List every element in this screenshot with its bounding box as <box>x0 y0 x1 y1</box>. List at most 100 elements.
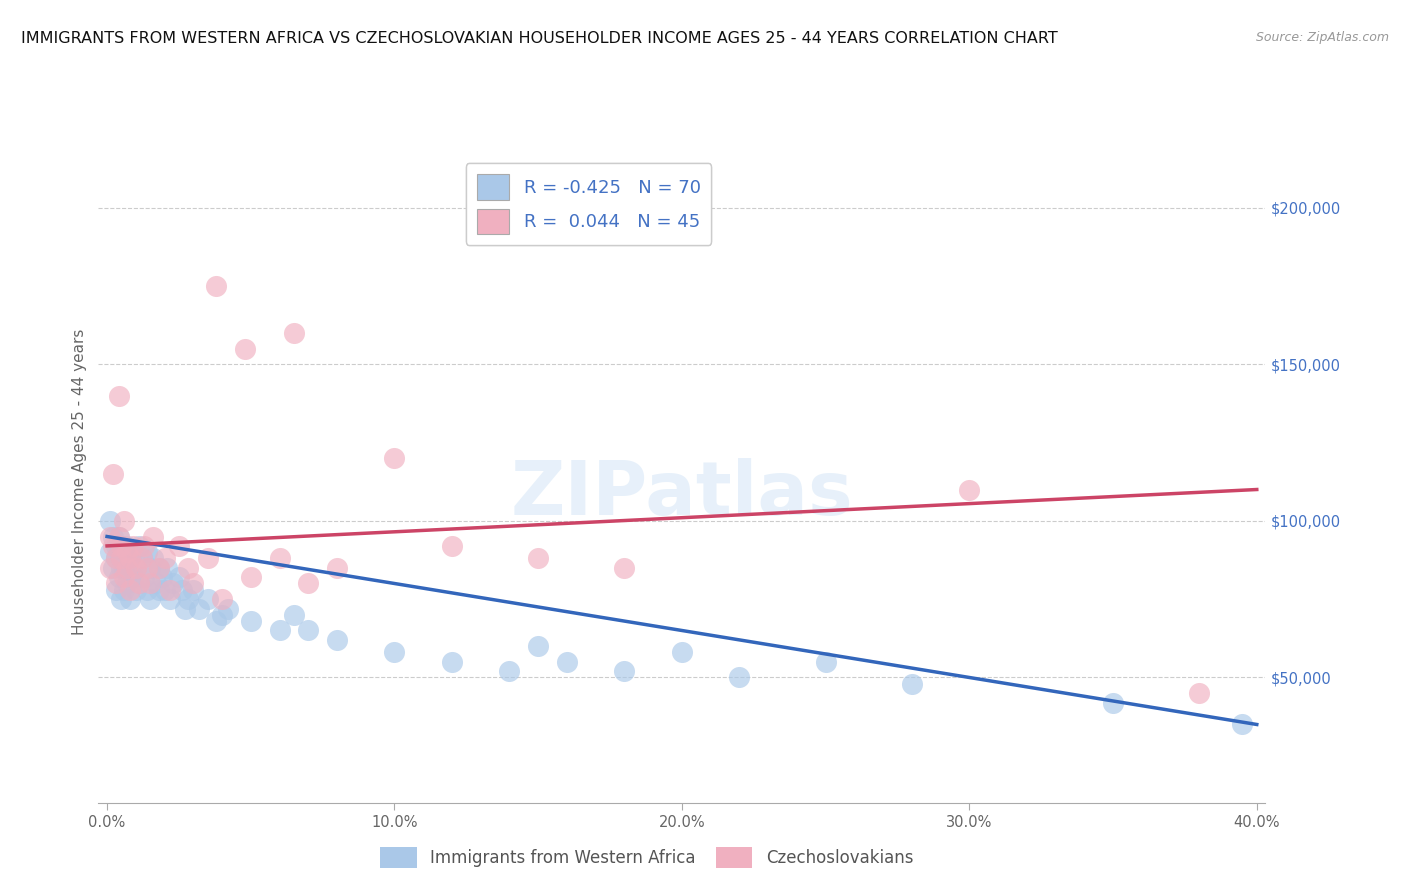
Point <box>901 677 924 691</box>
Point <box>527 639 550 653</box>
Point <box>118 570 141 584</box>
Point <box>98 514 121 528</box>
Point <box>118 551 141 566</box>
Point <box>205 614 228 628</box>
Point <box>122 545 145 559</box>
Point <box>297 624 319 638</box>
Point <box>101 529 124 543</box>
Point <box>112 582 135 597</box>
Point <box>1102 696 1125 710</box>
Point <box>134 570 156 584</box>
Point <box>814 655 837 669</box>
Point <box>112 561 135 575</box>
Point <box>239 614 262 628</box>
Point <box>173 601 195 615</box>
Point <box>211 592 233 607</box>
Point <box>181 576 204 591</box>
Point <box>128 576 150 591</box>
Point <box>139 592 162 607</box>
Point <box>110 592 132 607</box>
Point <box>115 551 138 566</box>
Point <box>148 561 170 575</box>
Legend: R = -0.425   N = 70, R =  0.044   N = 45: R = -0.425 N = 70, R = 0.044 N = 45 <box>465 163 711 245</box>
Point <box>115 539 138 553</box>
Point <box>107 388 129 402</box>
Point <box>101 561 124 575</box>
Point <box>125 582 148 597</box>
Point <box>440 539 463 553</box>
Point <box>297 576 319 591</box>
Point <box>122 539 145 553</box>
Point <box>107 529 129 543</box>
Point <box>211 607 233 622</box>
Point <box>98 545 121 559</box>
Point <box>136 582 159 597</box>
Point <box>115 576 138 591</box>
Point <box>384 451 406 466</box>
Point <box>107 529 129 543</box>
Point <box>101 467 124 481</box>
Point <box>148 582 170 597</box>
Point <box>118 551 141 566</box>
Point <box>162 576 184 591</box>
Point <box>118 582 141 597</box>
Point <box>239 570 262 584</box>
Point <box>104 551 127 566</box>
Point <box>613 561 636 575</box>
Point <box>128 576 150 591</box>
Text: IMMIGRANTS FROM WESTERN AFRICA VS CZECHOSLOVAKIAN HOUSEHOLDER INCOME AGES 25 - 4: IMMIGRANTS FROM WESTERN AFRICA VS CZECHO… <box>21 31 1057 46</box>
Point <box>98 529 121 543</box>
Point <box>440 655 463 669</box>
Point <box>159 582 181 597</box>
Point <box>1232 717 1254 731</box>
Point <box>153 551 176 566</box>
Point <box>156 561 179 575</box>
Point <box>139 561 162 575</box>
Point <box>131 551 153 566</box>
Point <box>128 539 150 553</box>
Point <box>150 570 173 584</box>
Point <box>125 561 148 575</box>
Point <box>104 539 127 553</box>
Point <box>110 539 132 553</box>
Point <box>110 561 132 575</box>
Point <box>107 545 129 559</box>
Point <box>498 664 520 678</box>
Point <box>384 645 406 659</box>
Point <box>134 539 156 553</box>
Point <box>728 671 751 685</box>
Legend: Immigrants from Western Africa, Czechoslovakians: Immigrants from Western Africa, Czechosl… <box>374 840 920 875</box>
Point <box>136 545 159 559</box>
Point <box>139 576 162 591</box>
Point <box>205 278 228 293</box>
Point <box>153 582 176 597</box>
Point <box>269 624 291 638</box>
Point <box>104 582 127 597</box>
Point <box>98 561 121 575</box>
Text: Source: ZipAtlas.com: Source: ZipAtlas.com <box>1256 31 1389 45</box>
Y-axis label: Householder Income Ages 25 - 44 years: Householder Income Ages 25 - 44 years <box>72 328 87 635</box>
Point <box>197 592 219 607</box>
Point <box>326 632 349 647</box>
Point <box>217 601 239 615</box>
Point <box>326 561 349 575</box>
Point <box>142 529 165 543</box>
Point <box>115 561 138 575</box>
Point <box>527 551 550 566</box>
Point <box>1188 686 1211 700</box>
Point <box>269 551 291 566</box>
Point <box>110 551 132 566</box>
Point <box>131 551 153 566</box>
Point <box>283 326 305 340</box>
Point <box>197 551 219 566</box>
Point <box>233 342 256 356</box>
Point <box>188 601 211 615</box>
Point <box>181 582 204 597</box>
Point <box>101 539 124 553</box>
Point <box>283 607 305 622</box>
Point <box>107 570 129 584</box>
Point <box>115 545 138 559</box>
Point <box>112 539 135 553</box>
Point <box>159 592 181 607</box>
Point <box>176 592 198 607</box>
